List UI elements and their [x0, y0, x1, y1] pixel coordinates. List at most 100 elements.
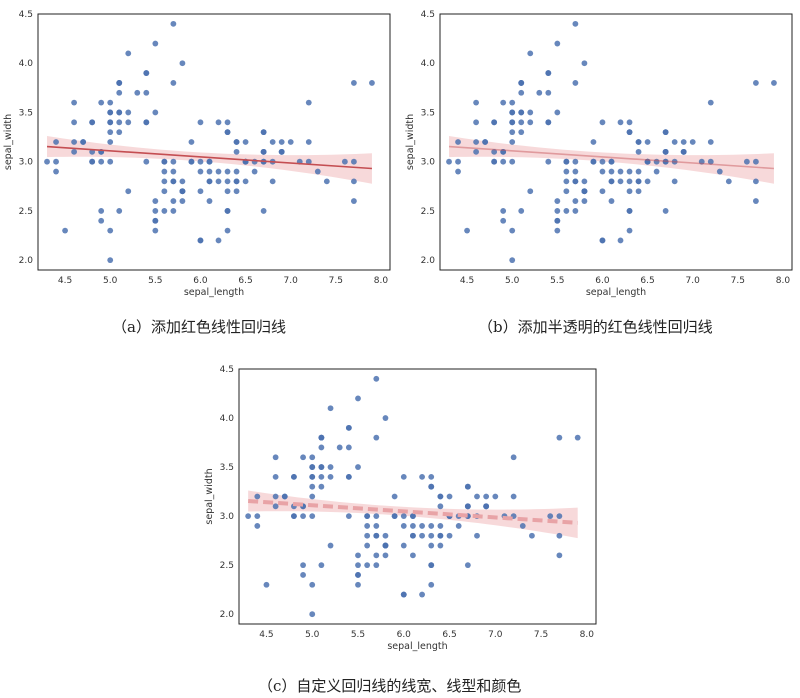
data-point — [753, 198, 759, 204]
data-point — [382, 415, 389, 421]
data-point — [107, 158, 114, 165]
data-point — [161, 188, 168, 195]
data-point — [206, 168, 213, 175]
data-point — [224, 208, 231, 214]
data-point — [707, 158, 714, 165]
caption-b: （b）添加半透明的红色线性回归线 — [478, 318, 713, 336]
data-point — [608, 178, 615, 185]
data-point — [269, 139, 276, 145]
data-point — [345, 513, 352, 520]
data-point — [437, 532, 444, 539]
data-point — [519, 523, 526, 529]
data-point — [419, 523, 425, 529]
data-point — [224, 227, 231, 234]
data-point — [626, 178, 633, 185]
data-point — [581, 198, 588, 204]
data-point — [644, 139, 651, 145]
data-point — [116, 80, 123, 86]
panel-a: 4.5 5.0 5.5 6.0 6.5 7.0 7.5 8.0 2.0 2.5 3.0 3.5 4.0 4… — [0, 0, 400, 310]
data-point — [197, 119, 204, 126]
data-point — [143, 158, 150, 165]
data-point — [206, 198, 213, 204]
data-point — [107, 139, 114, 145]
data-point — [134, 89, 141, 96]
data-point — [572, 80, 579, 86]
data-point — [116, 129, 123, 136]
data-point — [152, 208, 159, 214]
data-point — [671, 158, 678, 165]
data-point — [391, 513, 398, 520]
data-point — [556, 532, 563, 539]
y-tick-label: 3.0 — [220, 512, 235, 522]
data-point — [373, 513, 380, 520]
data-point — [373, 562, 380, 569]
data-point — [170, 198, 177, 204]
data-point — [327, 464, 334, 470]
data-point — [170, 208, 177, 214]
data-point — [419, 532, 425, 539]
data-point — [635, 168, 642, 175]
data-point — [437, 542, 444, 549]
data-point — [215, 237, 222, 244]
data-point — [483, 503, 490, 510]
data-point — [599, 188, 606, 195]
data-point — [509, 227, 516, 234]
data-point — [305, 158, 312, 165]
data-point — [617, 178, 624, 185]
data-point — [53, 139, 59, 145]
data-point — [345, 473, 352, 480]
data-point — [355, 395, 361, 402]
plot-frame — [238, 368, 597, 625]
data-point — [509, 109, 516, 116]
data-point — [653, 158, 660, 165]
data-point — [474, 532, 480, 539]
data-point — [410, 513, 416, 520]
data-point — [518, 208, 525, 214]
data-point — [483, 493, 490, 500]
data-point — [161, 178, 168, 185]
data-point — [44, 158, 50, 165]
data-point — [98, 208, 105, 214]
data-point — [509, 158, 516, 165]
data-point — [400, 473, 407, 480]
data-point — [500, 217, 507, 224]
panel-c: 4.5 5.0 5.5 6.0 6.5 7.0 7.5 8.0 2.0 2.5 3.0 3.5 4.0 4… — [200, 355, 610, 660]
data-point — [680, 139, 687, 145]
data-point — [662, 158, 669, 165]
data-point — [351, 80, 357, 86]
data-point — [428, 532, 435, 539]
data-point — [318, 464, 325, 470]
x-tick-label: 6.5 — [640, 276, 654, 286]
data-point — [400, 542, 407, 549]
data-point — [291, 473, 297, 480]
data-point — [608, 168, 615, 175]
x-tick-label: 6.5 — [442, 630, 456, 640]
data-point — [107, 99, 114, 106]
data-point — [753, 158, 759, 165]
x-tick-label: 7.0 — [686, 276, 701, 286]
data-point — [107, 129, 114, 136]
data-point — [260, 208, 267, 214]
data-point — [617, 237, 624, 244]
data-point — [446, 493, 453, 500]
data-point — [254, 513, 261, 520]
regression-line — [46, 145, 373, 170]
data-point — [233, 178, 240, 185]
data-point — [428, 473, 435, 480]
data-point — [509, 99, 516, 106]
data-point — [689, 139, 696, 145]
data-point — [662, 148, 669, 155]
data-point — [644, 178, 651, 185]
data-point — [572, 208, 579, 214]
data-point — [318, 473, 325, 480]
data-point — [554, 217, 561, 224]
data-point — [771, 80, 777, 86]
data-point — [518, 109, 525, 116]
x-tick-label: 5.5 — [351, 630, 365, 640]
data-point — [107, 227, 114, 234]
data-point — [161, 158, 168, 165]
data-point — [428, 562, 435, 569]
data-point — [206, 178, 213, 185]
data-point — [373, 375, 380, 382]
x-tick-label: 5.0 — [103, 276, 118, 286]
